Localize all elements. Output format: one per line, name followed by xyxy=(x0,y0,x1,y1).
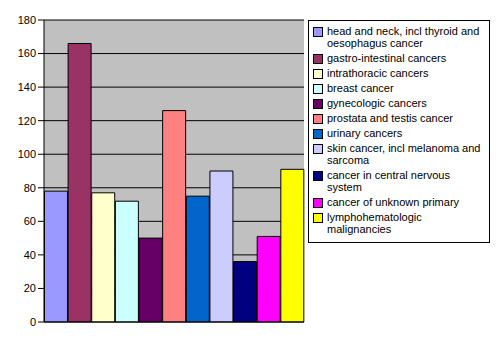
svg-text:40: 40 xyxy=(24,249,36,261)
svg-text:160: 160 xyxy=(18,47,36,59)
html-text:head and neck, incl thyroid an: head and neck, incl thyroid and oesophag… xyxy=(327,25,480,49)
svg-text:140: 140 xyxy=(18,81,36,93)
html-text:intrathoracic cancers: intrathoracic cancers xyxy=(327,67,429,79)
svg-text:60: 60 xyxy=(24,215,36,227)
html-text:cancer in central nervous syst: cancer in central nervous system xyxy=(327,169,450,193)
html-text:skin cancer, incl melanoma and: skin cancer, incl melanoma and sarcoma xyxy=(327,142,481,166)
svg-text:20: 20 xyxy=(24,282,36,294)
html-text:breast cancer: breast cancer xyxy=(327,82,394,94)
svg-text:80: 80 xyxy=(24,182,36,194)
html-text:gastro-intestinal cancers: gastro-intestinal cancers xyxy=(327,52,447,64)
html-text:cancer of unknown primary: cancer of unknown primary xyxy=(327,196,460,208)
svg-text:0: 0 xyxy=(30,316,36,328)
html-text:prostata and testis cancer: prostata and testis cancer xyxy=(327,112,453,124)
svg-text:120: 120 xyxy=(18,115,36,127)
svg-text:100: 100 xyxy=(18,148,36,160)
html-text:gynecologic cancers: gynecologic cancers xyxy=(327,97,427,109)
svg-text:180: 180 xyxy=(18,14,36,26)
html-text:urinary cancers: urinary cancers xyxy=(327,127,403,139)
html-text:lymphohematologic malignancies: lymphohematologic malignancies xyxy=(327,211,422,235)
